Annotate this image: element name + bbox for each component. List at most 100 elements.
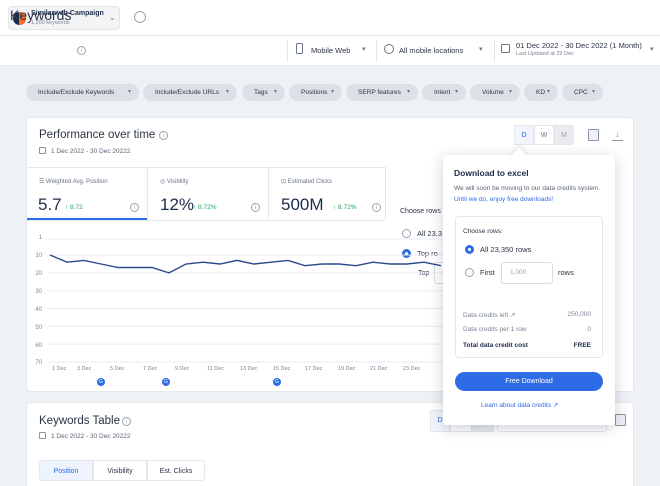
y-tick: 60 (35, 343, 42, 349)
filter-label: Tags (254, 89, 268, 96)
top-rows-label-behind: Top ro (417, 249, 438, 258)
filter-kd[interactable]: KD ▾ (524, 84, 558, 101)
date-range-select[interactable]: 01 Dec 2022 - 30 Dec 2022 (1 Month) (516, 41, 642, 50)
free-download-button[interactable]: Free Download (455, 372, 603, 391)
info-icon[interactable]: i (251, 203, 260, 212)
filter-intent[interactable]: Intent ▾ (422, 84, 466, 101)
google-update-marker-icon[interactable]: G (162, 378, 170, 386)
x-tick: 3 Dec (77, 366, 92, 372)
filter-label: KD (536, 89, 546, 96)
gear-icon[interactable] (134, 11, 146, 23)
location-select[interactable]: All mobile locations (399, 46, 464, 55)
eye-icon: ◎ (160, 179, 167, 185)
first-rows-input[interactable]: 1,000 (501, 262, 553, 284)
granularity-week-button[interactable]: W (534, 125, 554, 145)
credits-per-row-label: Data credits per 1 row (463, 326, 527, 333)
radio-first-rows[interactable] (465, 268, 474, 277)
external-link-icon: ↗ (552, 402, 559, 409)
radio-top-rows-behind[interactable] (402, 249, 411, 258)
metric-clicks-delta: ↑ 8.72% (333, 204, 357, 211)
credits-left-value: 250,000 (567, 311, 592, 318)
popup-description: We will soon be moving to our data credi… (454, 183, 609, 205)
filter-serp-features[interactable]: SERP features ▾ (346, 84, 418, 101)
x-tick: 9 Dec (175, 366, 190, 372)
excel-icon[interactable] (615, 414, 626, 426)
campaign-keyword-count: 1,200 keywords (31, 20, 70, 26)
external-link-icon[interactable]: ↗ (509, 312, 516, 319)
chevron-down-icon: ▾ (406, 89, 410, 95)
radio-all-rows-behind[interactable] (402, 229, 411, 238)
learn-about-credits-link[interactable]: Learn about data credits ↗ (481, 401, 558, 409)
filter-label: SERP features (358, 89, 401, 96)
filter-include-exclude-keywords[interactable]: Include/Exclude Keywords ▾ (26, 84, 139, 101)
divider (27, 220, 385, 221)
metric-label: Visibility (166, 179, 189, 185)
calendar-icon (501, 44, 510, 53)
google-update-marker-icon[interactable]: G (97, 378, 105, 386)
description-text: We will soon be moving to our data credi… (454, 185, 601, 192)
choose-rows-label: Choose rows: (463, 228, 503, 235)
all-rows-label: All 23,350 rows (480, 245, 532, 254)
filter-cpc[interactable]: CPC ▾ (562, 84, 603, 101)
x-tick: 1 Dec (52, 366, 67, 372)
chevron-down-icon: ▾ (650, 46, 654, 53)
calendar-icon (39, 147, 46, 154)
tab-position[interactable]: Position (39, 460, 93, 481)
granularity-day-button[interactable]: D (514, 125, 534, 145)
info-icon[interactable]: i (159, 131, 168, 140)
info-icon[interactable]: i (372, 203, 381, 212)
metric-avg-position-value: 5.7 (38, 195, 62, 214)
credits-left-label: Data credits left ↗ (463, 311, 515, 319)
divider (494, 40, 495, 62)
x-tick: 21 Dec (370, 366, 388, 372)
similarweb-logo-icon (13, 12, 26, 25)
divider (287, 40, 288, 62)
y-tick: 30 (35, 289, 42, 295)
download-icon[interactable]: ↓ (612, 129, 623, 141)
metric-avg-position-label[interactable]: ☰ Weighted Avg. Position (39, 178, 108, 185)
info-icon[interactable]: i (77, 46, 86, 55)
chevron-down-icon: ▾ (546, 89, 550, 95)
google-update-marker-icon[interactable]: G (273, 378, 281, 386)
filter-label: Include/Exclude Keywords (38, 89, 115, 96)
popup-title: Download to excel (454, 168, 529, 178)
chevron-down-icon: ▾ (508, 89, 512, 95)
metric-visibility-label[interactable]: ◎ Visibility (160, 178, 188, 185)
keywords-table-title: Keywords Table (39, 415, 120, 427)
chevron-down-icon: ▾ (362, 46, 366, 53)
info-icon[interactable]: i (130, 203, 139, 212)
total-cost-value: FREE (573, 342, 591, 349)
mobile-device-icon (296, 43, 303, 54)
divider (376, 40, 377, 62)
info-icon[interactable]: i (122, 417, 131, 426)
filter-label: Intent (434, 89, 451, 96)
filter-label: CPC (574, 89, 588, 96)
first-label: First (480, 268, 495, 277)
radio-all-rows[interactable] (465, 245, 474, 254)
filter-include-exclude-urls[interactable]: Include/Exclude URLs ▾ (143, 84, 237, 101)
y-tick: 20 (35, 271, 42, 277)
free-downloads-link[interactable]: Until we do, enjoy free downloads! (454, 196, 554, 203)
metric-clicks-label[interactable]: ⊡ Estimated Clicks (281, 178, 332, 185)
granularity-month-button[interactable]: M (554, 125, 574, 145)
chevron-down-icon: ▾ (479, 46, 483, 53)
metric-clicks-value: 500M (281, 195, 324, 214)
divider (268, 167, 269, 220)
y-tick: 1 (38, 235, 42, 241)
device-select[interactable]: Mobile Web (311, 46, 351, 55)
tab-est-clicks[interactable]: Est. Clicks (147, 460, 205, 481)
filter-positions[interactable]: Positions ▾ (289, 84, 342, 101)
all-rows-label-behind: All 23,3 (417, 229, 443, 238)
tab-visibility[interactable]: Visibility (93, 460, 147, 481)
filter-tags[interactable]: Tags ▾ (242, 84, 285, 101)
filter-volume[interactable]: Volume ▾ (470, 84, 520, 101)
campaign-selector[interactable]: Similarweb Campaign 1,200 keywords ⌄ (8, 6, 120, 30)
rows-suffix: rows (558, 268, 574, 277)
page-title: Keywords (10, 7, 72, 23)
filter-label: Volume (482, 89, 504, 96)
excel-icon[interactable] (588, 129, 599, 141)
calendar-icon (39, 432, 46, 439)
date-range-text: 1 Dec 2022 - 30 Dec 20222 (51, 433, 131, 440)
metric-label: Estimated Clicks (287, 179, 333, 185)
performance-chart (48, 238, 443, 363)
